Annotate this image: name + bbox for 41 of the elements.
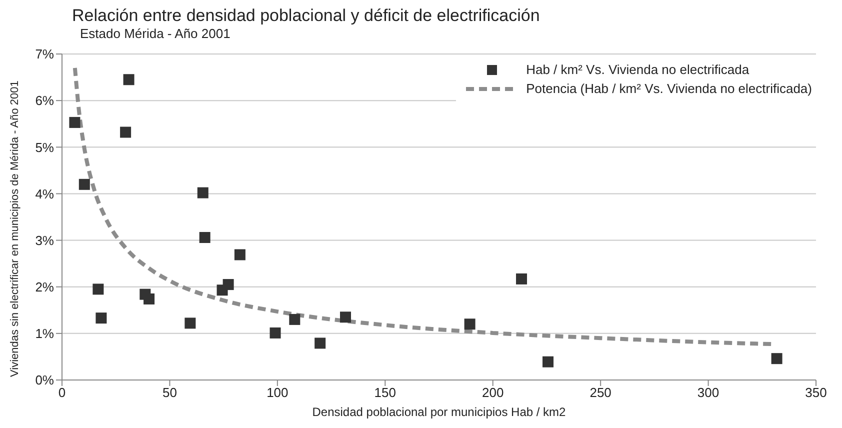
x-tick-label: 300 <box>697 385 720 400</box>
point <box>771 353 782 364</box>
point <box>270 327 281 338</box>
x-tick-label: 350 <box>805 385 827 400</box>
x-tick-label: 50 <box>162 385 177 400</box>
y-tick-label: 3% <box>35 232 54 248</box>
y-tick-label: 7% <box>35 46 54 62</box>
point <box>340 312 352 323</box>
x-tick-label: 250 <box>590 385 612 400</box>
y-tick-label: 4% <box>35 186 54 202</box>
point <box>199 232 210 243</box>
y-tick-label: 5% <box>35 140 54 155</box>
x-axis-title: Densidad poblacional por municipios Hab / km2 <box>312 405 566 419</box>
legend-label: Potencia (Hab / km² Vs. Vivienda no electrificada) <box>526 81 812 96</box>
point <box>234 249 246 260</box>
point <box>197 187 208 198</box>
y-tick-label: 6% <box>35 93 54 108</box>
x-tick-label: 100 <box>266 385 288 400</box>
x-tick-label: 200 <box>482 385 504 400</box>
y-axis-title: Viviendas sin electrificar en municipios de Mérida - Año 2001 <box>8 80 21 377</box>
point <box>69 116 80 128</box>
point <box>123 74 134 86</box>
chart-subtitle: Estado Mérida - Año 2001 <box>80 26 230 41</box>
legend-label: Hab / km² Vs. Vivienda no electrificada <box>526 62 750 77</box>
point <box>184 318 196 329</box>
chart-title: Relación entre densidad poblacional y déficit de electrificación <box>72 6 540 26</box>
y-tick-label: 0% <box>35 372 54 388</box>
point <box>542 356 554 368</box>
point <box>92 284 104 295</box>
point <box>289 314 300 325</box>
y-tick-label: 1% <box>35 326 54 342</box>
point <box>96 312 107 324</box>
point <box>78 178 90 190</box>
point <box>120 126 132 138</box>
x-tick-label: 150 <box>374 385 396 400</box>
point <box>464 318 476 330</box>
x-tick-label: 0 <box>58 385 66 400</box>
point <box>516 273 528 284</box>
y-tick-label: 2% <box>35 279 54 294</box>
point <box>314 338 326 349</box>
point <box>222 279 234 290</box>
